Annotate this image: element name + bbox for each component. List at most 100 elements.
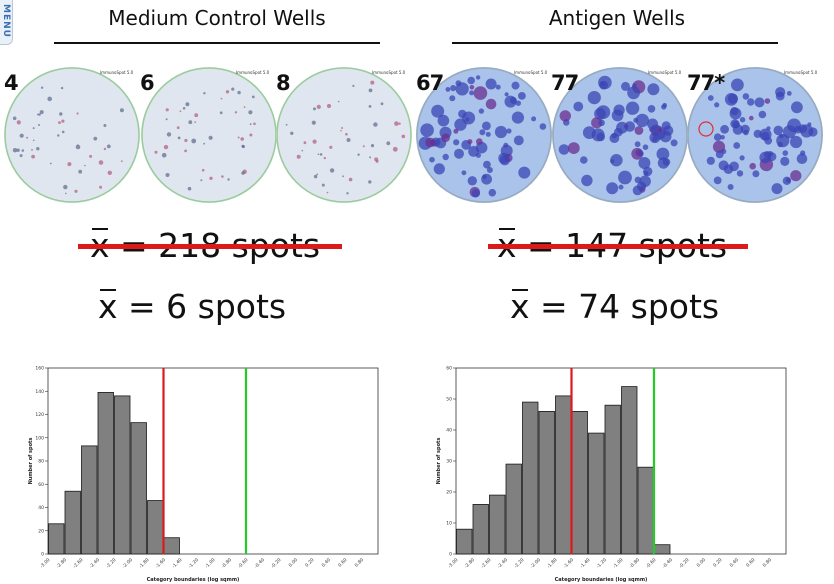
well-spot [437, 114, 450, 127]
well-spot [58, 121, 61, 124]
well-spot [449, 95, 456, 102]
y-tick-label: 60 [446, 366, 452, 372]
antigen-well-2-stamp: ImmunoSpot 5.0 [648, 70, 682, 75]
well-spot [357, 153, 360, 156]
well-spot [36, 113, 39, 116]
well-spot [808, 127, 818, 137]
well-spot [36, 147, 40, 151]
antigen-histogram: 0 10 20 30 40 50 60 -3.00 -2.80 -2.60 -2.40 -2.20 -2… [436, 366, 787, 583]
well-spot [733, 142, 741, 149]
well-spot [450, 85, 457, 92]
x-tick-label: -1.40 [171, 557, 184, 570]
well-spot [539, 123, 547, 130]
x-tick-label: -2.60 [480, 557, 493, 570]
well-spot [658, 128, 663, 133]
circled-spot [698, 121, 714, 137]
antigen-well-3 [687, 67, 823, 203]
well-spot [663, 125, 674, 136]
well-spot [425, 137, 436, 148]
well-spot [652, 136, 658, 142]
x-tick-label: -3.00 [447, 557, 460, 570]
well-spot [253, 122, 256, 126]
well-spot [482, 121, 491, 131]
histogram-bar [81, 445, 98, 555]
well-spot [759, 128, 772, 141]
well-spot [598, 119, 605, 127]
well-spot [754, 97, 765, 108]
well-spot [531, 116, 537, 122]
well-spot [718, 160, 729, 171]
x-tick-label: -2.40 [88, 557, 101, 570]
well-spot [739, 155, 745, 161]
x-tick-label: -1.60 [154, 557, 167, 570]
well-spot [581, 174, 593, 187]
histogram-bar [555, 395, 572, 555]
well-spot [16, 148, 20, 152]
well-spot [504, 95, 517, 108]
well-spot [618, 170, 632, 185]
histogram-bar [654, 544, 671, 555]
well-spot [800, 150, 806, 156]
well-spot [107, 170, 113, 175]
well-spot [78, 169, 83, 174]
well-spot [476, 138, 483, 145]
well-spot [313, 107, 316, 111]
well-spot [103, 147, 107, 151]
well-spot [119, 108, 124, 113]
medium-well-1-label: 4 [4, 71, 19, 95]
well-spot [368, 105, 372, 108]
well-spot [643, 170, 649, 176]
well-spot [194, 113, 199, 118]
well-spot [154, 150, 158, 154]
histogram-bar [489, 494, 506, 555]
well-spot [368, 88, 373, 93]
well-spot [766, 126, 771, 131]
well-spot [706, 156, 715, 165]
well-spot [634, 176, 642, 184]
well-spot [201, 168, 205, 172]
well-spot [98, 160, 104, 165]
well-spot [285, 123, 288, 126]
well-spot [458, 109, 467, 119]
well-spot [787, 118, 801, 133]
well-spot [237, 90, 241, 95]
well-spot [420, 123, 434, 137]
well-spot [241, 171, 245, 175]
well-spot [323, 156, 326, 160]
well-spot [613, 104, 625, 116]
medium-rule [54, 42, 380, 44]
well-spot [225, 90, 230, 94]
well-spot [398, 122, 401, 125]
well-spot [782, 150, 789, 156]
well-spot [656, 147, 670, 161]
well-spot [346, 138, 351, 142]
well-spot [511, 111, 524, 124]
well-spot [621, 81, 630, 91]
well-spot [16, 120, 21, 125]
histogram-bar [621, 386, 638, 555]
well-spot [60, 86, 64, 90]
well-spot [559, 110, 571, 122]
well-spot [773, 125, 784, 136]
well-spot [251, 95, 255, 99]
x-tick-label: -1.20 [595, 557, 608, 570]
well-spot [63, 184, 68, 190]
well-spot [433, 163, 445, 175]
well-spot [485, 98, 497, 110]
y-axis-label: Number of spots [28, 438, 34, 485]
well-spot [120, 160, 123, 163]
well-spot [714, 102, 720, 108]
menu-tab[interactable]: MENU [0, 0, 13, 45]
well-spot [469, 85, 475, 90]
histogram-bar [637, 466, 654, 555]
well-spot [642, 144, 649, 150]
antigen-well-1-stamp: ImmunoSpot 5.0 [514, 70, 548, 75]
well-spot [26, 136, 29, 139]
well-spot [442, 153, 449, 161]
well-spot [599, 81, 606, 87]
x-tick-label: -0.80 [220, 557, 233, 570]
well-spot [200, 179, 203, 182]
y-tick-label: 140 [35, 389, 44, 395]
y-tick-label: 20 [38, 528, 44, 534]
well-spot [19, 154, 23, 158]
